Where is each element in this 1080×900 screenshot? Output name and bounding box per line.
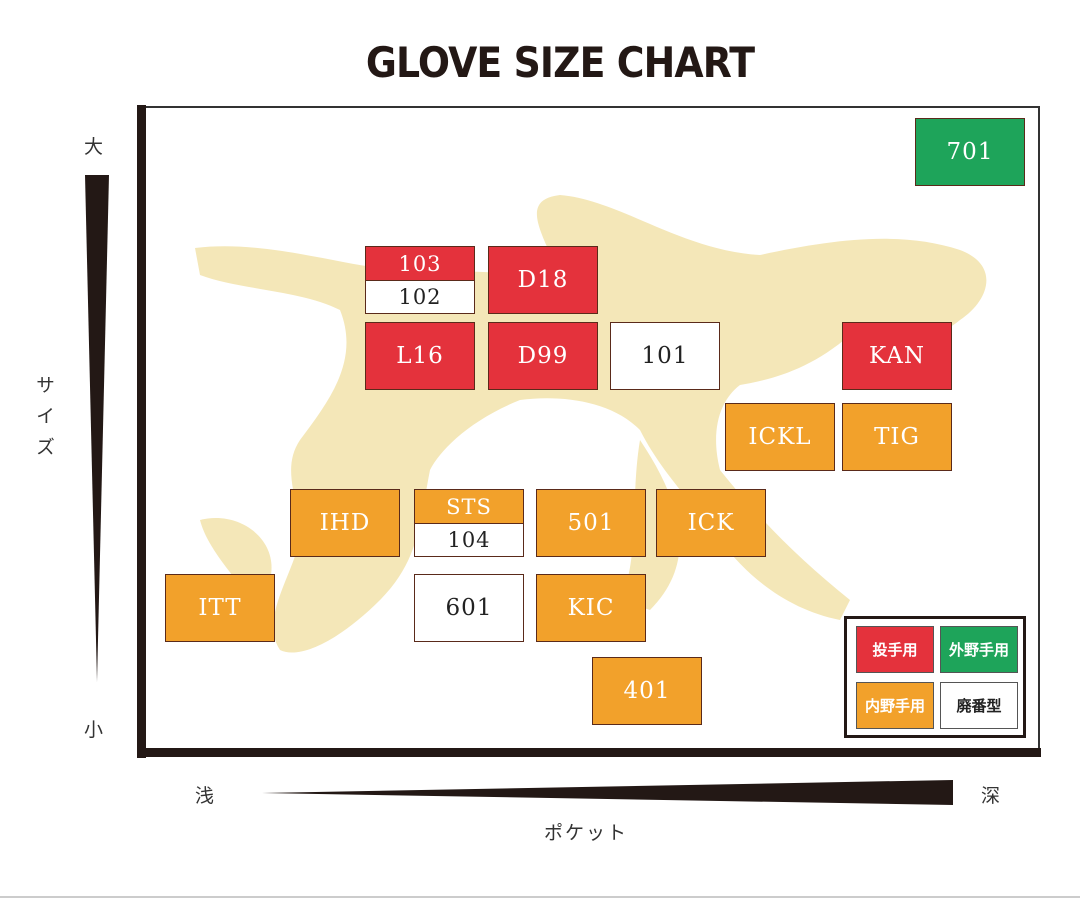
glove-box-601: 601 [414,574,524,642]
glove-label: ICK [687,510,735,536]
glove-box-101: 101 [610,322,720,390]
glove-box-itt: ITT [165,574,275,642]
glove-label: D99 [517,343,569,369]
glove-box-ick: ICK [656,489,766,557]
glove-label: STS [415,490,523,523]
y-axis-line [137,105,146,758]
glove-label: 101 [641,343,689,369]
x-axis-label: ポケット [544,822,629,844]
glove-box-kan: KAN [842,322,952,390]
size-wedge [85,175,109,682]
x-axis-left-label: 浅 [195,785,215,807]
glove-box-tig: TIG [842,403,952,471]
chart-title: GLOVE SIZE CHART [365,38,755,87]
chart-frame [140,106,1040,754]
glove-box-103: 103 102 [365,246,475,314]
glove-label: 601 [445,595,493,621]
glove-box-d99: D99 [488,322,598,390]
glove-label: TIG [874,424,920,450]
glove-label: KAN [869,343,925,369]
glove-label: IHD [319,510,371,536]
y-axis-bottom-label: 小 [84,719,104,741]
glove-sub-label: 102 [366,280,474,313]
legend-discontinued: 廃番型 [940,682,1018,729]
glove-label: 701 [946,139,994,165]
glove-box-sts: STS 104 [414,489,524,557]
pocket-wedge [262,780,953,805]
glove-box-d18: D18 [488,246,598,314]
glove-box-ickl: ICKL [725,403,835,471]
glove-label: L16 [396,343,444,369]
glove-box-401: 401 [592,657,702,725]
glove-label: ICKL [748,424,812,450]
legend-pitcher: 投手用 [856,626,934,673]
glove-label: 103 [366,247,474,280]
y-axis-top-label: 大 [84,136,104,158]
glove-label: 501 [567,510,615,536]
legend: 投手用 外野手用 内野手用 廃番型 [844,616,1026,738]
glove-box-ihd: IHD [290,489,400,557]
glove-label: 401 [623,678,671,704]
legend-infield: 内野手用 [856,682,934,729]
glove-sub-label: 104 [415,523,523,556]
x-axis-line [137,748,1041,757]
x-axis-right-label: 深 [981,785,1001,807]
glove-box-501: 501 [536,489,646,557]
glove-box-kic: KIC [536,574,646,642]
glove-label: ITT [198,595,242,621]
y-axis-label: サイズ [33,375,55,468]
legend-outfield: 外野手用 [940,626,1018,673]
glove-label: D18 [517,267,569,293]
glove-box-701: 701 [915,118,1025,186]
glove-label: KIC [567,595,615,621]
glove-box-l16: L16 [365,322,475,390]
